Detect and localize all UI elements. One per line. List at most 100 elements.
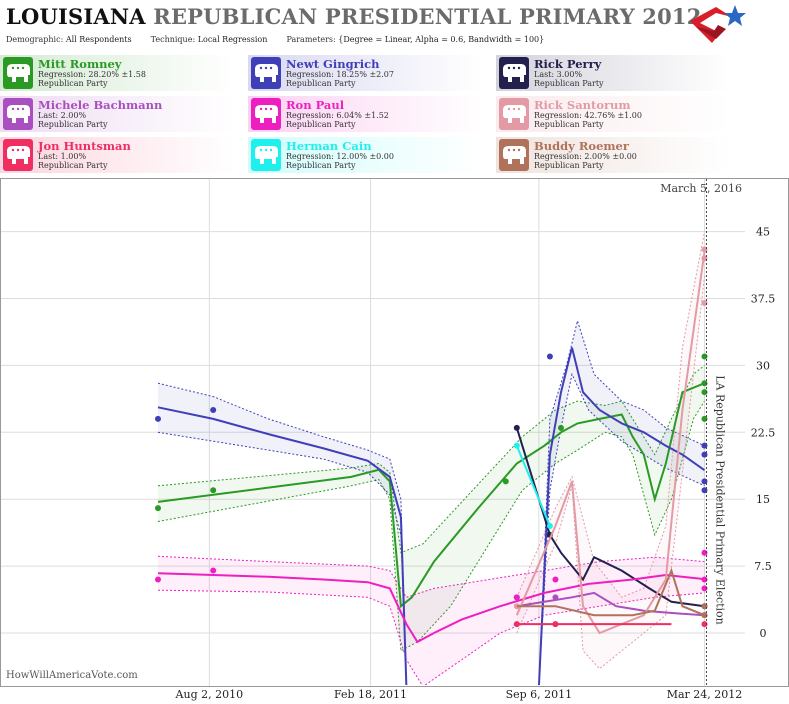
y-tick-label: 45 [756,226,770,239]
mitt-romney-band [158,365,705,651]
candidate-jon-huntsman[interactable]: Jon Huntsman Last: 1.00% Republican Party [0,137,246,173]
mitt-romney-point [557,424,564,431]
mitt-romney-point [502,478,509,485]
mitt-romney-point [701,353,708,360]
candidate-name: Newt Gingrich [286,57,380,71]
series-group [155,231,708,685]
candidate-stat: Regression: 28.20% ±1.58 [38,70,146,79]
elephant-icon [499,98,529,130]
candidate-stat: Regression: 42.76% ±1.00 [534,111,642,120]
candidate-stat: Last: 2.00% [38,111,87,120]
ron-paul-upper-bound [157,555,705,598]
michele-bachmann-point [552,594,559,601]
candidate-party: Republican Party [534,120,604,129]
y-tick-label: 15 [756,493,770,506]
rick-perry-line [515,427,705,608]
candidate-rick-santorum[interactable]: Rick Santorum Regression: 42.76% ±1.00 Rep… [496,96,742,132]
candidate-stat: Last: 3.00% [534,70,583,79]
candidate-party: Republican Party [38,120,108,129]
elephant-icon [499,139,529,171]
mitt-romney-point [210,487,217,494]
y-tick-label: 0 [760,627,767,640]
technique-label: Technique: [150,35,196,44]
regression-chart: Aug 2, 2010 Feb 18, 2011 Sep 6, 2011 Mar 24… [0,178,789,701]
ron-paul-point [552,576,559,583]
site-logo-icon[interactable] [686,3,750,49]
herman-cain-line [515,445,551,527]
y-tick-label: 30 [756,359,770,372]
candidate-party: Republican Party [286,79,356,88]
candidate-party: Republican Party [286,120,356,129]
rick-santorum-upper-bound [516,231,705,598]
jon-huntsman-point [701,621,708,628]
y-tick-label: 22.5 [751,426,776,439]
buddy-roemer-line [516,567,705,617]
newt-gingrich-upper-bound [157,318,705,685]
elephant-icon [499,57,529,89]
x-tick-label: Sep 6, 2011 [506,688,573,701]
candidate-herman-cain[interactable]: Herman Cain Regression: 12.00% ±0.00 Repub… [248,137,494,173]
elephant-icon [3,98,33,130]
newt-gingrich-lower-bound [157,372,705,685]
candidate-rick-perry[interactable]: Rick Perry Last: 3.00% Republican Party [496,55,742,91]
candidate-michele-bachmann[interactable]: Michele Bachmann Last: 2.00% Republican Pa… [0,96,246,132]
herman-cain-point [546,522,553,529]
newt-gingrich-point [546,353,553,360]
mitt-romney-lower-bound [157,400,705,652]
elephant-icon [251,139,281,171]
candidate-party: Republican Party [286,161,356,170]
technique-value[interactable]: Local Regression [197,35,268,44]
candidate-party: Republican Party [534,161,604,170]
parameters-value[interactable]: {Degree = Linear, Alpha = 0.6, Bandwidth… [338,35,545,44]
ron-paul-point [155,576,161,583]
x-tick-label: Aug 2, 2010 [175,688,244,701]
rick-santorum-band [516,231,705,669]
candidate-stat: Regression: 18.25% ±2.07 [286,70,394,79]
watermark: HowWillAmericaVote.com [6,670,138,681]
elephant-icon [3,57,33,89]
candidate-stat: Last: 1.00% [38,152,87,161]
candidate-ron-paul[interactable]: Ron Paul Regression: 6.04% ±1.52 Republica… [248,96,494,132]
newt-gingrich-point [210,407,217,413]
ron-paul-line [157,572,705,644]
herman-cain-point [513,442,520,449]
candidate-name: Michele Bachmann [38,98,163,112]
candidate-stat: Regression: 6.04% ±1.52 [286,111,389,120]
candidate-stat: Regression: 2.00% ±0.00 [534,152,637,161]
candidate-party: Republican Party [38,161,108,170]
candidate-name: Ron Paul [286,98,345,112]
candidate-name: Jon Huntsman [38,139,131,153]
ron-paul-lower-bound [157,589,705,685]
rick-santorum-lower-bound [516,276,705,670]
today-label: March 5, 2016 [660,182,742,195]
x-tick-label: Mar 24, 2012 [667,688,743,701]
candidate-party: Republican Party [38,79,108,88]
ron-paul-point [210,567,217,574]
y-tick-label: 37.5 [751,293,776,306]
michele-bachmann-line [516,591,705,617]
candidate-name: Rick Perry [534,57,602,71]
rick-santorum-line [515,251,706,635]
parameters-bar: Demographic: All Respondents Technique: … [6,35,544,44]
candidate-mitt-romney[interactable]: Mitt Romney Regression: 28.20% ±1.58 Repub… [0,55,246,91]
demographic-value[interactable]: All Respondents [65,35,132,44]
candidate-buddy-roemer[interactable]: Buddy Roemer Regression: 2.00% ±0.00 Repub… [496,137,742,173]
election-label: LA Republican Presidential Primary Elect… [713,375,726,625]
chart-area: Aug 2, 2010 Feb 18, 2011 Sep 6, 2011 Mar 24… [0,178,789,704]
page-title: LOUISIANA REPUBLICAN PRESIDENTIAL PRIMAR… [6,4,702,29]
title-rest: REPUBLICAN PRESIDENTIAL PRIMARY 2012 [153,4,702,29]
x-tick-label: Feb 18, 2011 [334,688,407,701]
candidate-party: Republican Party [534,79,604,88]
jon-huntsman-point [513,621,520,628]
rick-perry-point [513,424,520,431]
candidate-name: Buddy Roemer [534,139,629,153]
mitt-romney-point [155,505,161,512]
newt-gingrich-line [157,347,706,685]
ron-paul-point [513,594,520,601]
demographic-label: Demographic: [6,35,64,44]
candidate-newt-gingrich[interactable]: Newt Gingrich Regression: 18.25% ±2.07 Rep… [248,55,494,91]
mitt-romney-upper-bound [157,365,705,554]
y-tick-label: 7.5 [754,560,772,573]
newt-gingrich-point [155,415,161,422]
candidate-name: Rick Santorum [534,98,631,112]
